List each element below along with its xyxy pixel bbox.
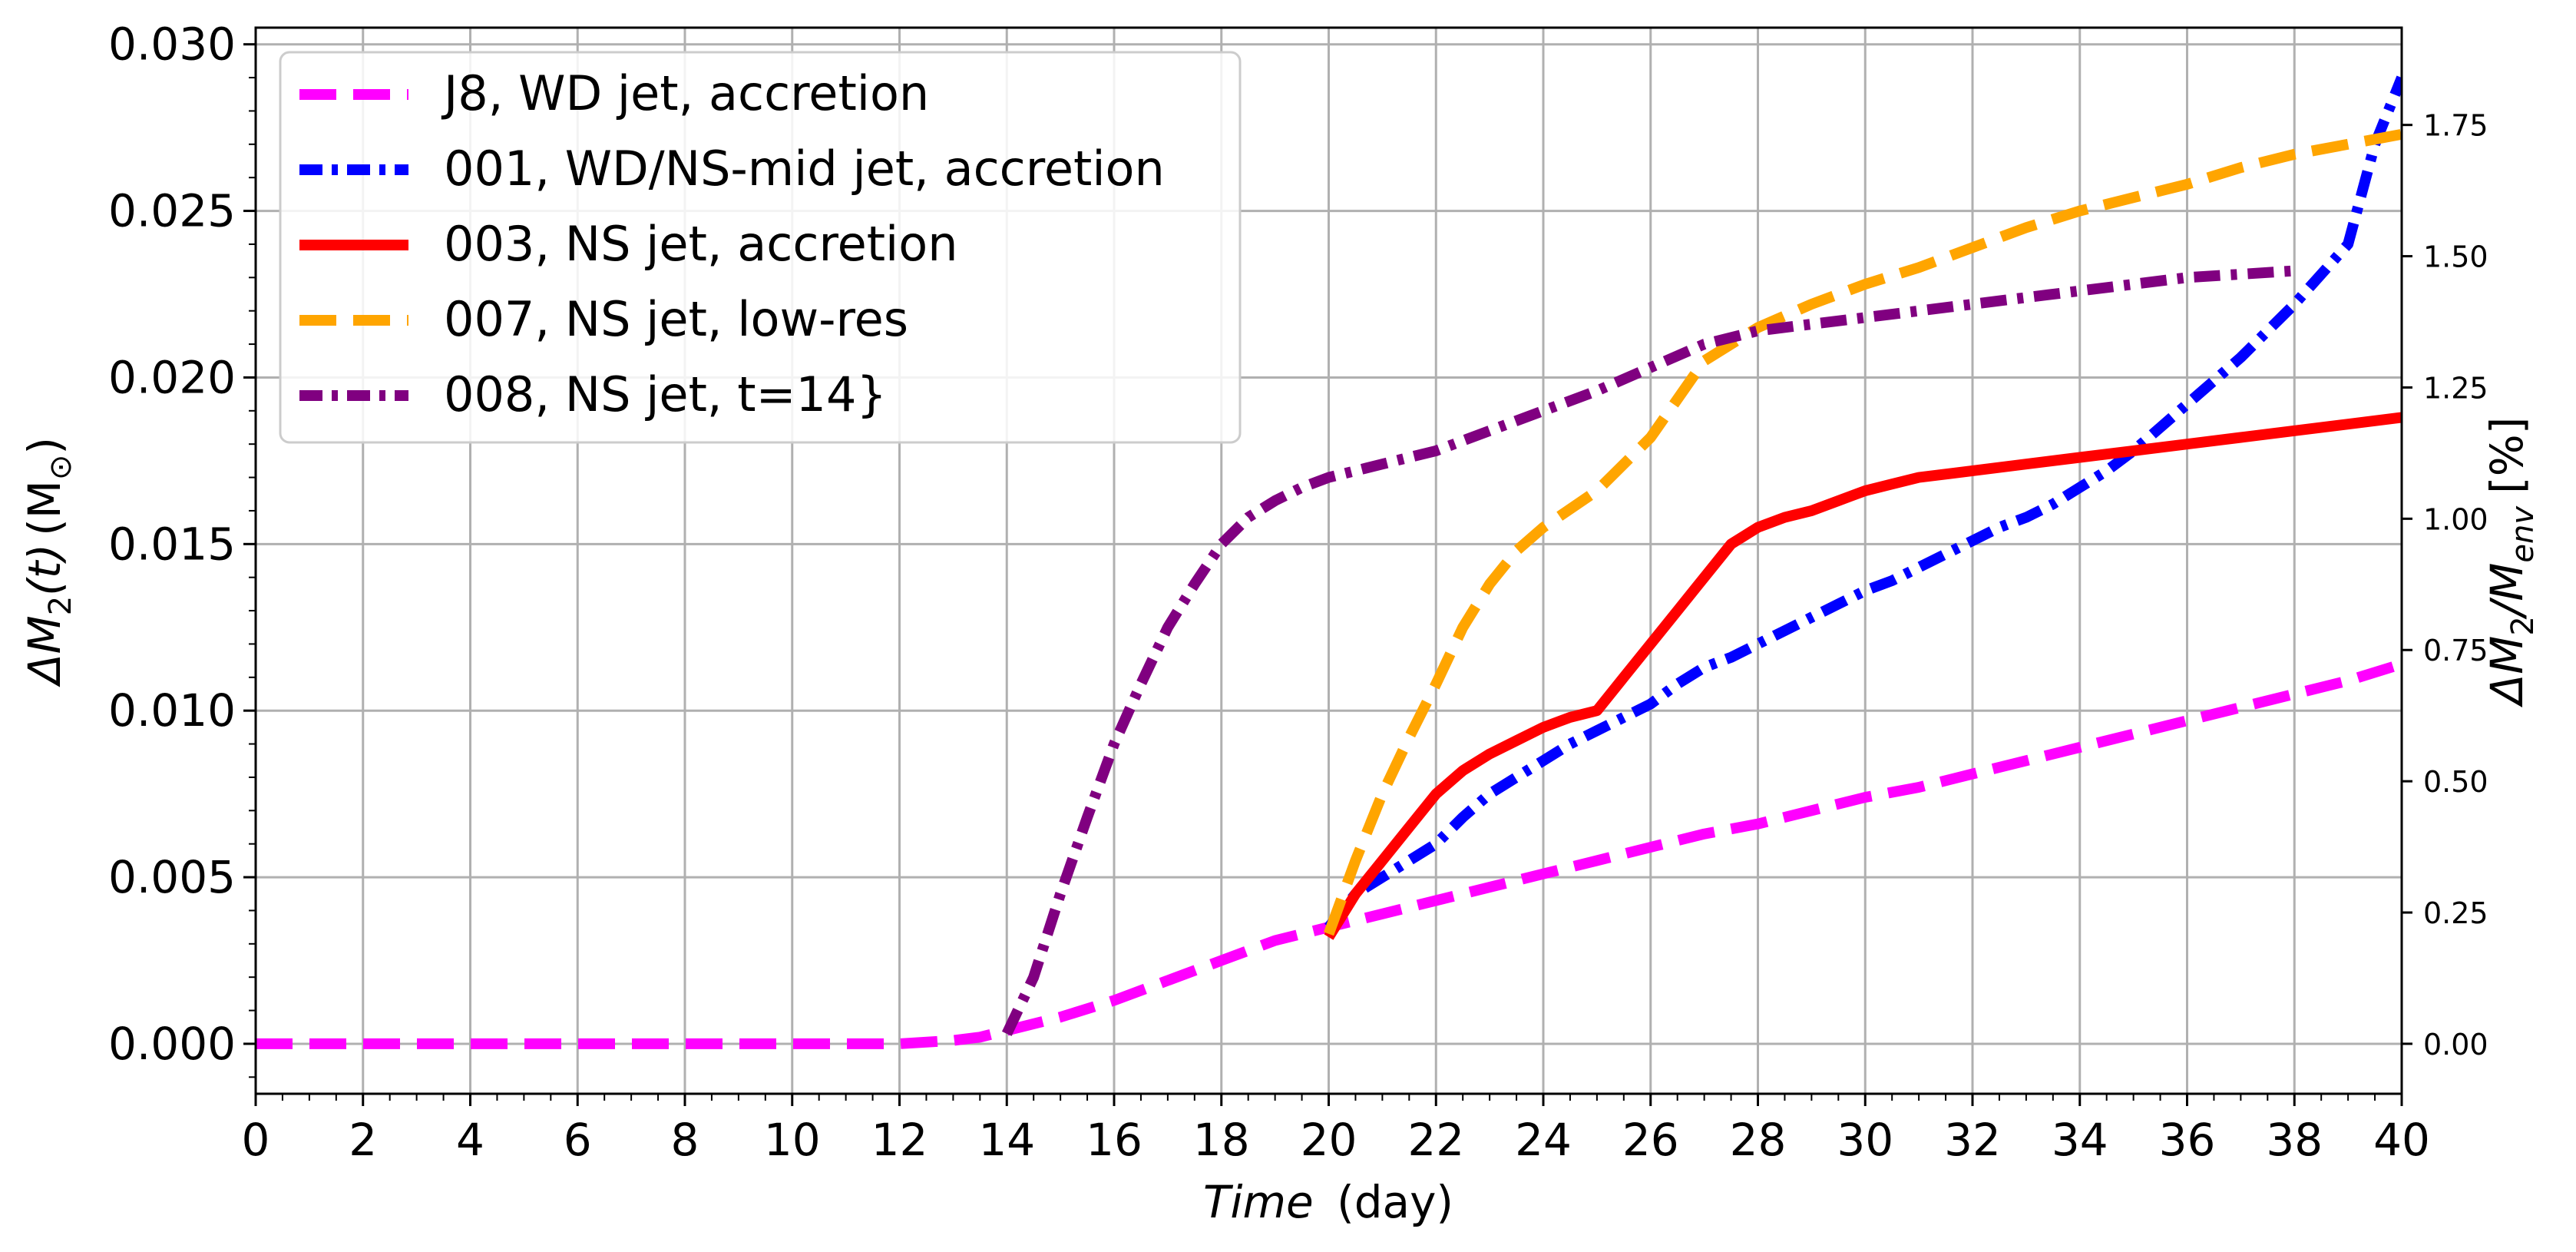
y2-tick-label: 0.50 xyxy=(2423,765,2488,799)
series-line xyxy=(256,658,2402,1049)
y-tick-label: 0.025 xyxy=(108,185,236,237)
y-axis-left: 0.000 0.005 0.010 0.015 0.020 0.025 0.030 xyxy=(108,18,256,1078)
y2-tick-label: 1.25 xyxy=(2423,371,2488,405)
legend-label: 001, WD/NS-mid jet, accretion xyxy=(444,141,1165,197)
x-tick-label: 18 xyxy=(1193,1114,1250,1166)
x-tick-label: 34 xyxy=(2052,1114,2108,1166)
series-line xyxy=(1323,128,2402,936)
y-axis-label-right: ΔM2/Menv[%] xyxy=(2481,417,2541,708)
y2-tick-label: 1.75 xyxy=(2423,109,2488,143)
y-axis-right: 0.00 0.25 0.50 0.75 1.00 1.25 1.50 1.75 xyxy=(2402,109,2488,1062)
x-tick-label: 24 xyxy=(1515,1114,1572,1166)
x-tick-label: 16 xyxy=(1086,1114,1143,1166)
y-axis-label-left: ΔM2(t)(M⊙) xyxy=(18,437,78,687)
x-tick-label: 38 xyxy=(2266,1114,2323,1166)
x-axis-label-italic: Time xyxy=(1203,1176,1314,1228)
legend-label: 007, NS jet, low-res xyxy=(444,291,908,347)
legend-label: J8, WD jet, accretion xyxy=(441,65,929,121)
x-tick-label: 10 xyxy=(764,1114,821,1166)
series-line xyxy=(1001,265,2295,1036)
y-tick-label: 0.015 xyxy=(108,518,236,570)
x-axis-label: Time (day) xyxy=(1203,1176,1453,1228)
y-tick-label: 0.005 xyxy=(108,851,236,903)
x-tick-label: 30 xyxy=(1837,1114,1893,1166)
series-line xyxy=(1324,412,2402,940)
x-tick-label: 32 xyxy=(1944,1114,2001,1166)
x-axis: 0 2 4 6 8 10 12 14 16 18 20 22 24 26 28 30 32 34 36 38 40 xyxy=(242,1094,2430,1166)
x-tick-label: 4 xyxy=(456,1114,484,1166)
x-tick-label: 22 xyxy=(1407,1114,1464,1166)
x-tick-label: 2 xyxy=(349,1114,377,1166)
legend-box xyxy=(279,51,1242,444)
x-tick-label: 26 xyxy=(1622,1114,1679,1166)
x-tick-label: 6 xyxy=(564,1114,592,1166)
y2-tick-label: 0.75 xyxy=(2423,634,2488,667)
x-axis-label-unit: (day) xyxy=(1337,1176,1453,1228)
y2-tick-label: 1.00 xyxy=(2423,502,2488,536)
y-tick-label: 0.010 xyxy=(108,684,236,737)
x-tick-label: 8 xyxy=(671,1114,699,1166)
legend-label: 003, NS jet, accretion xyxy=(444,216,958,272)
x-tick-label: 20 xyxy=(1301,1114,1357,1166)
x-tick-label: 36 xyxy=(2159,1114,2216,1166)
legend: J8, WD jet, accretion 001, WD/NS-mid jet,… xyxy=(279,51,1242,444)
y2-tick-label: 0.00 xyxy=(2423,1028,2488,1062)
legend-label: 008, NS jet, t=14} xyxy=(444,366,887,422)
y-tick-label: 0.020 xyxy=(108,351,236,403)
x-tick-label: 28 xyxy=(1730,1114,1787,1166)
x-tick-label: 12 xyxy=(871,1114,928,1166)
y2-tick-label: 1.50 xyxy=(2423,240,2488,274)
x-tick-label: 0 xyxy=(242,1114,270,1166)
x-tick-label: 40 xyxy=(2373,1114,2430,1166)
series-line xyxy=(1324,75,2402,931)
x-tick-label: 14 xyxy=(978,1114,1035,1166)
y2-tick-label: 0.25 xyxy=(2423,896,2488,930)
y-tick-label: 0.000 xyxy=(108,1018,236,1070)
y-tick-label: 0.030 xyxy=(108,18,236,71)
series-layer xyxy=(256,75,2402,1049)
